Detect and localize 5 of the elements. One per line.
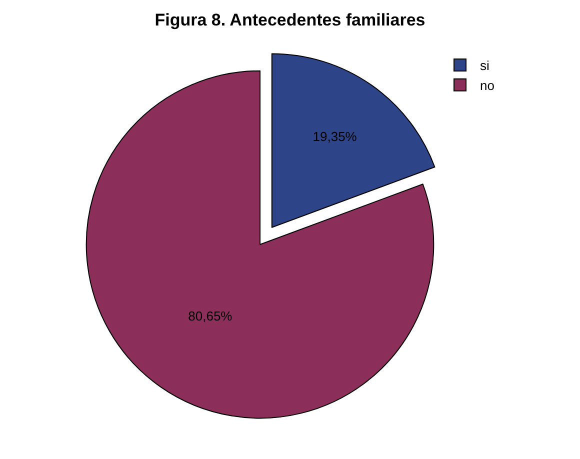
legend-label: no (480, 78, 494, 93)
legend-label: si (480, 58, 490, 74)
data-label: 80,65% (188, 308, 233, 324)
chart-title: Figura 8. Antecedentes familiares (154, 10, 426, 30)
data-label: 19,35% (312, 129, 358, 144)
